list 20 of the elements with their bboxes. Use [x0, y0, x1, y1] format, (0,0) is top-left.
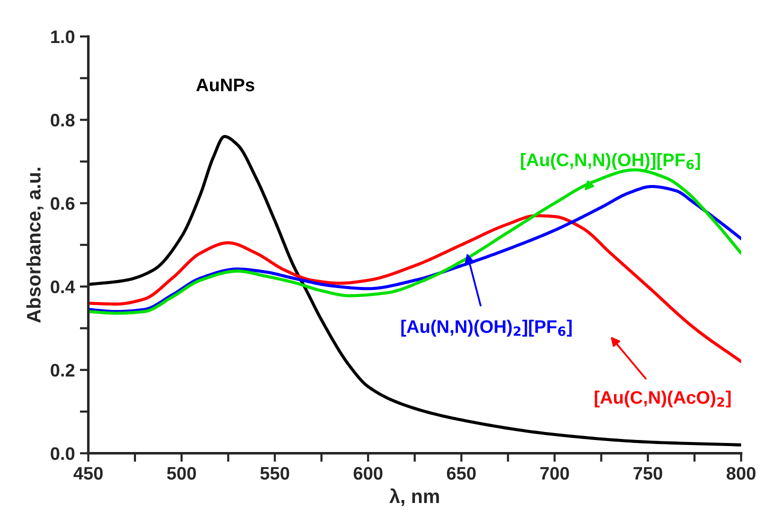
x-tick-label: 500: [167, 466, 196, 480]
x-tick-label: 800: [726, 466, 756, 480]
y-tick-label: 0.4: [50, 280, 76, 294]
x-tick-label: 750: [634, 466, 662, 480]
x-axis-title: λ, nm: [389, 488, 439, 506]
series-label: [Au(N,N)(OH)$_{2}$][PF$_{6}$]: [401, 320, 572, 337]
legend-label: [Au(C,N)(AcO)$_{2}$]: [594, 390, 731, 408]
y-tick-label: 0.2: [50, 364, 74, 377]
y-tick-label: 0.0: [50, 447, 74, 460]
y-tick-label: 0.8: [50, 114, 75, 127]
x-tick-label: 450: [74, 466, 103, 480]
x-tick-label: 600: [354, 466, 382, 480]
text: AuNPs: [196, 78, 254, 92]
series-label: [Au(C,N,N)(OH)][PF$_{6}$]: [521, 153, 700, 170]
y-tick-label: 1.0: [51, 30, 74, 44]
x-tick-label: 550: [260, 466, 290, 480]
x-tick-label: 650: [446, 466, 476, 480]
y-tick-label: 0.6: [50, 197, 74, 210]
x-tick-label: 700: [540, 466, 569, 480]
y-axis-title: Absorbance, a.u.: [26, 168, 44, 323]
